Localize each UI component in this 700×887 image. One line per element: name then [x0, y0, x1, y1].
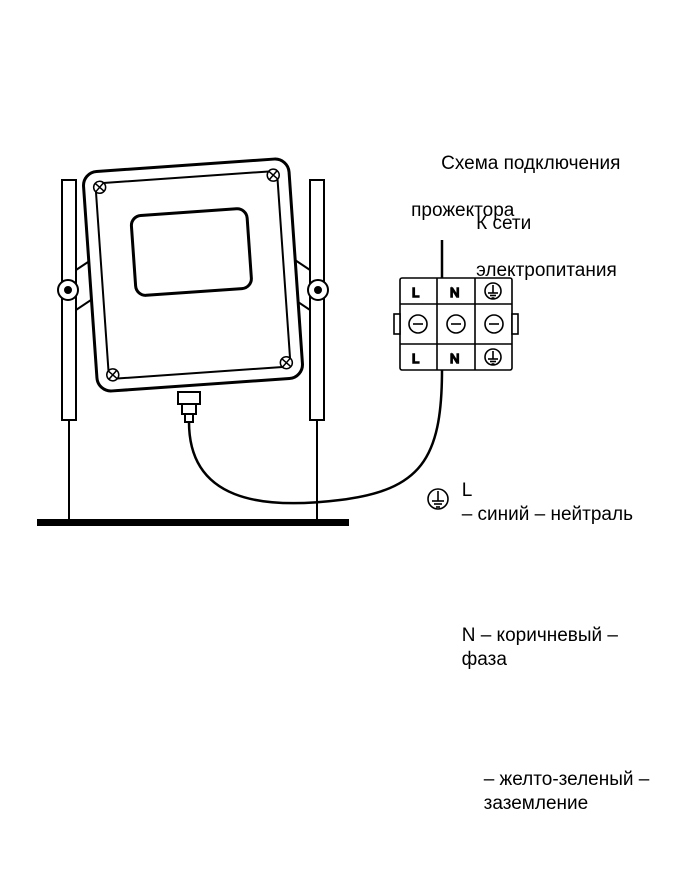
svg-text:L: L — [412, 351, 419, 366]
legend-G-text: – желто-зеленый – заземление — [452, 769, 649, 814]
legend-N-sym: N — [462, 625, 476, 646]
cable — [189, 370, 442, 503]
legend: L – синий – нейтраль N – коричневый – фа… — [430, 408, 649, 887]
mains-line1: К сети — [476, 213, 531, 234]
legend-L-text: – синий – нейтраль — [462, 504, 633, 525]
legend-row-N: N – коричневый – фаза — [430, 600, 649, 695]
svg-text:L: L — [412, 285, 419, 300]
cable-gland — [178, 392, 200, 422]
mains-label: К сети электропитания — [455, 188, 617, 307]
legend-N-text: – коричневый – фаза — [430, 625, 618, 670]
mains-line2: электропитания — [476, 260, 617, 281]
svg-text:N: N — [450, 351, 459, 366]
title-line1: Схема подключения — [441, 153, 620, 174]
floodlight-housing — [83, 158, 304, 392]
legend-row-L: L – синий – нейтраль — [430, 456, 649, 551]
wiring-diagram: L N L N — [0, 0, 700, 623]
legend-L-sym: L — [462, 480, 473, 501]
legend-row-G: – желто-зеленый – заземление — [452, 745, 649, 840]
